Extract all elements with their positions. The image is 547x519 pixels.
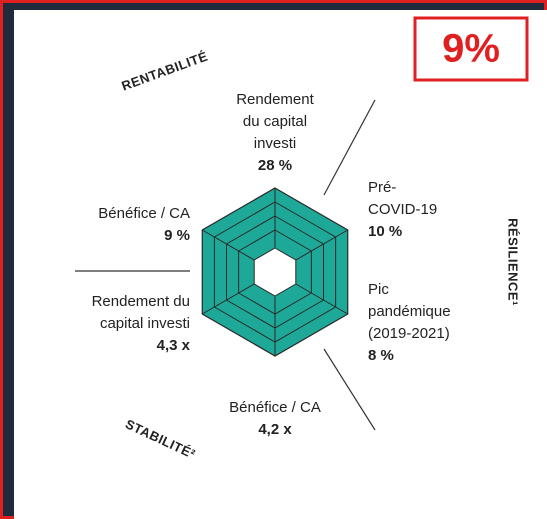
label-value: 28 % bbox=[258, 157, 292, 174]
badge-box bbox=[413, 16, 529, 82]
radar-hexagon bbox=[201, 187, 349, 357]
label-value: 9 % bbox=[164, 227, 190, 244]
label-line: Rendement du bbox=[92, 293, 190, 310]
label-value: 4,2 x bbox=[258, 421, 292, 438]
hexagon-center bbox=[253, 247, 297, 297]
label-line: du capital bbox=[243, 113, 307, 130]
label-line: investi bbox=[254, 135, 297, 152]
label-line: (2019-2021) bbox=[368, 325, 450, 342]
label-line: Pic bbox=[368, 281, 389, 298]
label-line: Rendement bbox=[236, 91, 314, 108]
label-line: capital investi bbox=[100, 315, 190, 332]
label-line: pandémique bbox=[368, 303, 451, 320]
label-line: COVID-19 bbox=[368, 201, 437, 218]
label-value: 10 % bbox=[368, 223, 402, 240]
label-value: 8 % bbox=[368, 347, 394, 364]
label-value: 4,3 x bbox=[157, 337, 191, 354]
divider bbox=[323, 348, 376, 431]
section-title: RÉSILIENCE¹ bbox=[506, 218, 521, 306]
label-line: Pré- bbox=[368, 179, 396, 196]
badge: 9% bbox=[442, 27, 500, 71]
dividers bbox=[75, 99, 376, 431]
label-line: Bénéfice / CA bbox=[229, 399, 321, 416]
divider bbox=[323, 99, 376, 196]
label-line: Bénéfice / CA bbox=[98, 205, 190, 222]
